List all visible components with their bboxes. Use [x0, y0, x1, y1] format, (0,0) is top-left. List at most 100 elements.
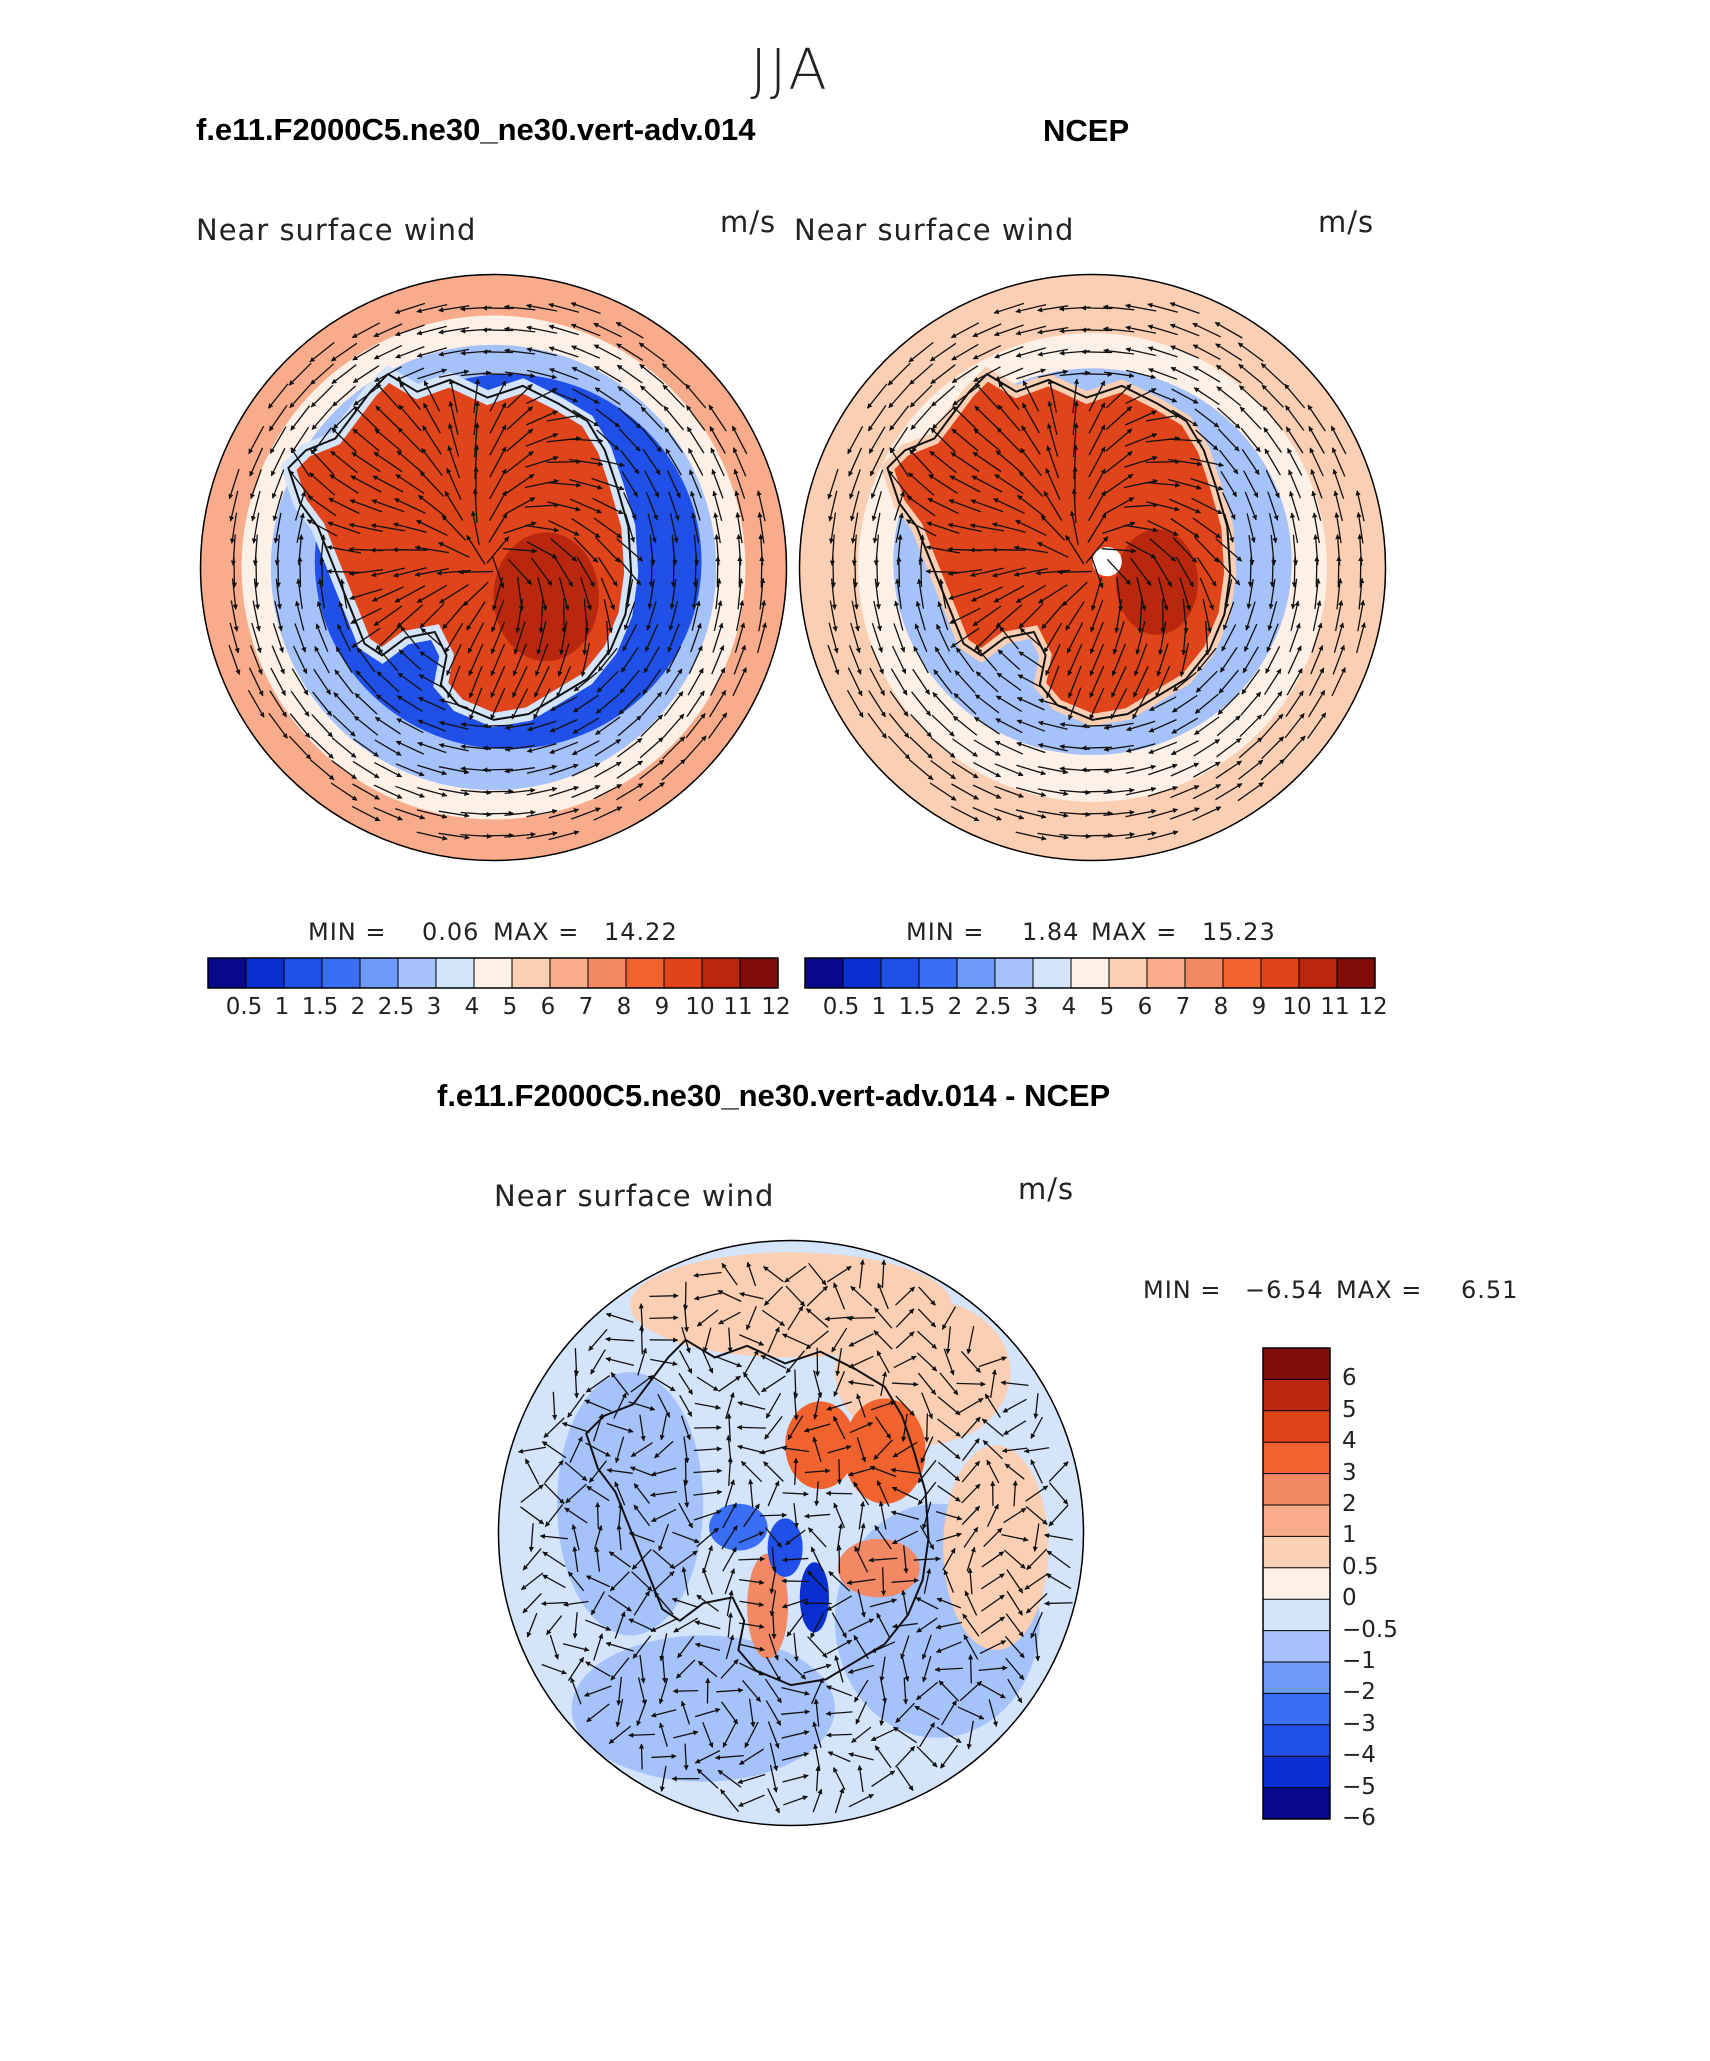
- wind-vector: [969, 567, 1004, 578]
- wind-vector: [1265, 646, 1281, 674]
- wind-vector: [596, 670, 619, 693]
- wind-vector: [1170, 366, 1199, 382]
- wind-vector: [850, 622, 861, 654]
- wind-vector: [1237, 342, 1264, 362]
- wind-vector: [1124, 303, 1157, 312]
- wind-vector: [1261, 384, 1284, 408]
- wind-vector: [836, 1459, 843, 1485]
- obs-min-label: MIN =: [906, 918, 985, 946]
- colorbar-swatch: [1263, 1567, 1330, 1600]
- wind-vector: [419, 651, 445, 669]
- map-boundary: [199, 273, 788, 862]
- wind-vector: [1040, 515, 1066, 541]
- colorbar-swatch: [246, 958, 285, 988]
- wind-vector: [870, 645, 884, 675]
- wind-vector: [851, 600, 860, 632]
- wind-vector: [595, 1502, 601, 1529]
- wind-vector: [712, 490, 723, 521]
- wind-vector: [1189, 457, 1225, 468]
- wind-vector: [1240, 691, 1262, 716]
- wind-vector: [664, 427, 684, 453]
- wind-vector: [1088, 468, 1106, 500]
- wind-vector: [866, 383, 888, 409]
- wind-vector: [1193, 387, 1220, 406]
- wind-vector: [848, 645, 862, 675]
- wind-vector: [1017, 674, 1045, 690]
- wind-vector: [888, 735, 911, 760]
- colorbar-swatch: [588, 958, 627, 988]
- wind-vector: [645, 491, 658, 521]
- wind-vector: [829, 600, 838, 632]
- wind-vector: [1181, 620, 1187, 656]
- wind-vector: [1145, 481, 1181, 488]
- wind-vector: [1224, 579, 1233, 609]
- wind-vector: [351, 805, 381, 822]
- wind-vector: [1044, 1600, 1073, 1607]
- wind-vector: [438, 720, 469, 730]
- colorbar-tick-label: 1.5: [898, 994, 936, 1020]
- wind-vector: [596, 429, 620, 451]
- wind-vector: [315, 623, 329, 653]
- wind-vector: [847, 425, 864, 455]
- wind-vector: [1155, 665, 1171, 698]
- wind-vector: [438, 369, 470, 378]
- wind-vector: [416, 809, 448, 819]
- wind-vector: [668, 601, 679, 631]
- wind-vector: [849, 469, 861, 500]
- wind-vector: [1090, 599, 1104, 633]
- diff-max-value: 6.51: [1461, 1276, 1519, 1304]
- wind-vector: [927, 497, 959, 515]
- colorbar-tick-label: 6: [540, 994, 556, 1020]
- wind-vector: [975, 382, 999, 410]
- wind-vector: [974, 694, 1000, 714]
- wind-vector: [827, 644, 840, 675]
- wind-vector: [441, 515, 467, 541]
- wind-vector: [868, 426, 886, 454]
- wind-vector: [507, 558, 532, 585]
- wind-vector: [448, 423, 460, 457]
- colorbar-swatch: [1299, 958, 1338, 988]
- wind-vector: [664, 668, 683, 696]
- colorbar-tick-label: 3: [1023, 994, 1039, 1020]
- wind-vector: [896, 556, 902, 588]
- wind-vector: [420, 627, 444, 648]
- wind-vector: [374, 762, 403, 778]
- wind-vector: [371, 499, 405, 513]
- wind-vector: [1240, 427, 1261, 453]
- wind-vector: [1090, 577, 1103, 611]
- wind-vector: [972, 451, 1002, 473]
- wind-vector: [275, 556, 281, 588]
- wind-vector: [1222, 492, 1236, 520]
- wind-vector: [395, 345, 425, 359]
- wind-vector: [247, 689, 265, 718]
- colorbar-tick-label: 12: [761, 994, 791, 1020]
- wind-vector: [548, 324, 579, 336]
- wind-vector: [473, 422, 480, 458]
- wind-vector: [1037, 720, 1068, 730]
- wind-vector: [972, 605, 1002, 627]
- wind-vector: [353, 715, 379, 736]
- wind-vector: [1266, 623, 1279, 653]
- wind-vector: [663, 405, 685, 431]
- wind-vector: [1072, 422, 1079, 458]
- wind-vector: [621, 470, 639, 498]
- wind-vector: [662, 736, 686, 760]
- obs-variable-label: Near surface wind: [794, 213, 1075, 247]
- wind-vector: [715, 578, 722, 610]
- wind-vector: [972, 344, 1002, 360]
- wind-vector: [826, 1732, 852, 1738]
- wind-vector: [353, 738, 379, 758]
- obs-colorbar: [804, 957, 1376, 989]
- wind-vector: [1191, 497, 1223, 515]
- wind-vector: [1147, 302, 1179, 313]
- wind-vector: [1110, 688, 1128, 720]
- wind-vector: [734, 490, 745, 522]
- wind-vector: [548, 346, 579, 358]
- wind-vector: [909, 384, 933, 408]
- wind-vector: [949, 607, 981, 624]
- wind-vector: [1284, 713, 1305, 739]
- wind-vector: [1112, 621, 1125, 655]
- wind-vector: [1123, 524, 1159, 533]
- wind-vector: [290, 447, 310, 477]
- wind-vector: [1263, 427, 1283, 453]
